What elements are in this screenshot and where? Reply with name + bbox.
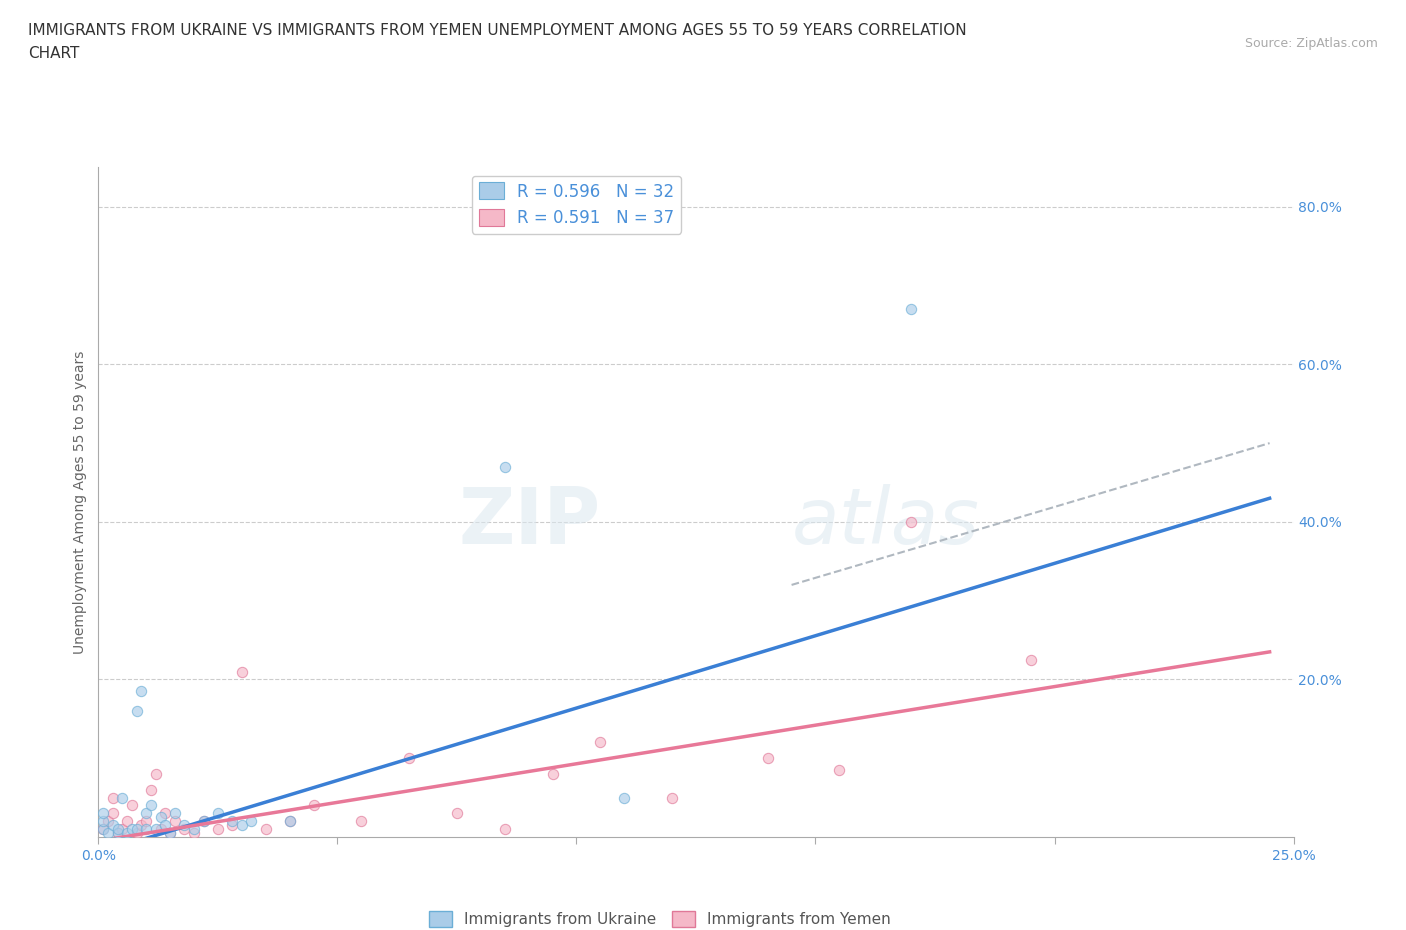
Point <box>121 798 143 813</box>
Point <box>155 806 177 821</box>
Point <box>125 703 148 718</box>
Point <box>91 806 114 821</box>
Text: IMMIGRANTS FROM UKRAINE VS IMMIGRANTS FROM YEMEN UNEMPLOYMENT AMONG AGES 55 TO 5: IMMIGRANTS FROM UKRAINE VS IMMIGRANTS FR… <box>28 23 967 38</box>
Point <box>139 798 162 813</box>
Legend: Immigrants from Ukraine, Immigrants from Yemen: Immigrants from Ukraine, Immigrants from… <box>423 905 897 930</box>
Point <box>278 814 301 829</box>
Point <box>231 817 253 832</box>
Point <box>163 806 186 821</box>
Point <box>541 766 564 781</box>
Point <box>231 664 253 679</box>
Point <box>97 826 120 841</box>
Point <box>91 822 114 837</box>
Point <box>135 806 157 821</box>
Point <box>149 810 172 825</box>
Point <box>173 822 195 837</box>
Point <box>398 751 420 765</box>
Point <box>183 822 205 837</box>
Point <box>221 817 243 832</box>
Point <box>125 822 148 837</box>
Point <box>91 814 114 829</box>
Point <box>107 822 129 837</box>
Point <box>107 826 129 841</box>
Point <box>278 814 301 829</box>
Point <box>183 826 205 841</box>
Point <box>139 782 162 797</box>
Point <box>254 822 277 837</box>
Point <box>111 822 134 837</box>
Point <box>115 814 138 829</box>
Point <box>163 814 186 829</box>
Point <box>173 817 195 832</box>
Point <box>159 826 181 841</box>
Point <box>589 735 612 750</box>
Point <box>661 790 683 805</box>
Point <box>613 790 636 805</box>
Point <box>221 814 243 829</box>
Point <box>494 822 516 837</box>
Y-axis label: Unemployment Among Ages 55 to 59 years: Unemployment Among Ages 55 to 59 years <box>73 351 87 654</box>
Point <box>159 826 181 841</box>
Point <box>145 766 167 781</box>
Point <box>111 790 134 805</box>
Point <box>828 763 851 777</box>
Point <box>302 798 325 813</box>
Text: ZIP: ZIP <box>458 485 600 560</box>
Text: atlas: atlas <box>792 485 980 560</box>
Point <box>240 814 263 829</box>
Point <box>97 814 120 829</box>
Point <box>207 806 229 821</box>
Point <box>1019 652 1042 667</box>
Point <box>145 822 167 837</box>
Point <box>193 814 215 829</box>
Point <box>101 806 124 821</box>
Point <box>193 814 215 829</box>
Point <box>350 814 373 829</box>
Point <box>207 822 229 837</box>
Point <box>135 822 157 837</box>
Point <box>107 826 129 841</box>
Point <box>101 817 124 832</box>
Text: CHART: CHART <box>28 46 80 61</box>
Point <box>155 817 177 832</box>
Point <box>101 790 124 805</box>
Point <box>900 514 922 529</box>
Point <box>900 301 922 316</box>
Point <box>149 822 172 837</box>
Text: Source: ZipAtlas.com: Source: ZipAtlas.com <box>1244 37 1378 50</box>
Point <box>494 459 516 474</box>
Point <box>121 822 143 837</box>
Point <box>115 826 138 841</box>
Point <box>446 806 468 821</box>
Point <box>756 751 779 765</box>
Point <box>91 822 114 837</box>
Point <box>125 826 148 841</box>
Point <box>131 684 153 698</box>
Point <box>131 817 153 832</box>
Point <box>135 814 157 829</box>
